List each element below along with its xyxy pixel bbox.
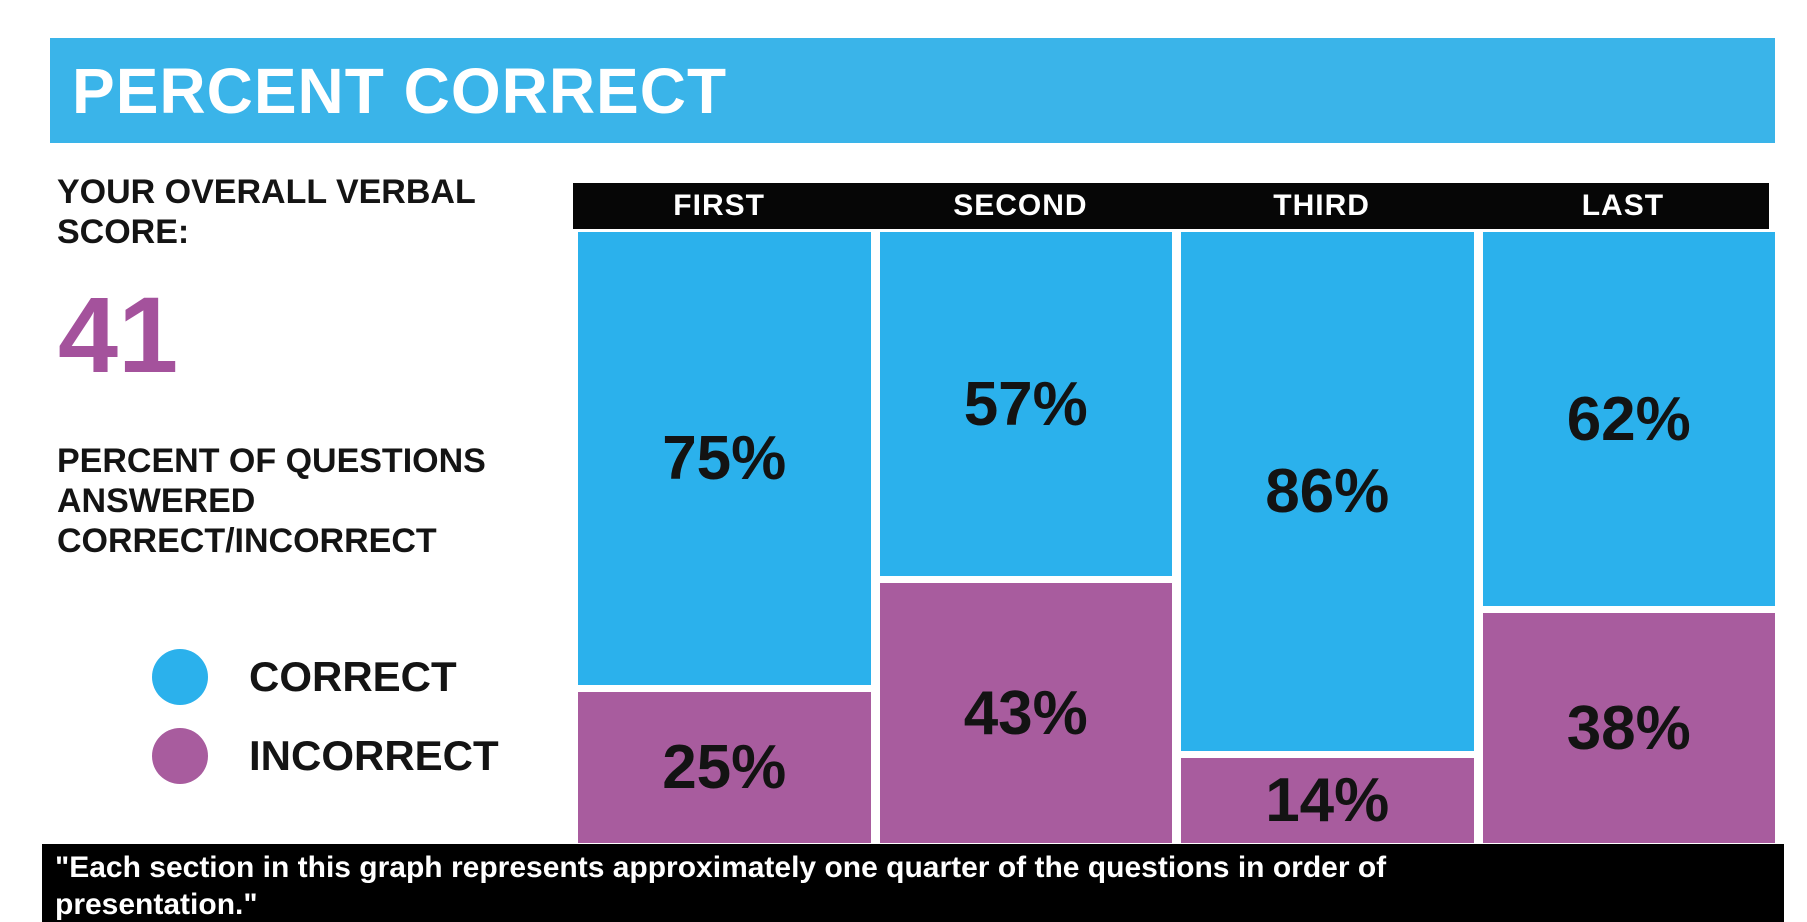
- page-title: PERCENT CORRECT: [72, 54, 728, 127]
- column-header-first: FIRST: [673, 189, 765, 222]
- segment-incorrect: 14%: [1181, 758, 1474, 843]
- footer-note-line1: "Each section in this graph represents a…: [55, 851, 1387, 884]
- bar-column-third: 86% 14%: [1181, 232, 1474, 843]
- correct-value-label: 57%: [963, 369, 1088, 439]
- correct-value-label: 75%: [662, 424, 787, 493]
- segment-correct: 75%: [578, 232, 871, 685]
- legend-item-correct: CORRECT: [152, 649, 572, 705]
- title-banner: PERCENT CORRECT: [50, 38, 1775, 143]
- legend: CORRECT INCORRECT: [152, 649, 572, 784]
- incorrect-value-label: 38%: [1566, 693, 1691, 763]
- legend-item-incorrect: INCORRECT: [152, 728, 572, 784]
- percent-questions-label: PERCENT OF QUESTIONS ANSWERED CORRECT/IN…: [57, 442, 486, 560]
- column-header-third: THIRD: [1273, 189, 1370, 222]
- incorrect-swatch-icon: [152, 728, 208, 784]
- column-header-last: LAST: [1581, 189, 1665, 222]
- segment-correct: 62%: [1482, 232, 1775, 606]
- bar-column-second: 57% 43%: [879, 232, 1172, 843]
- footer-note-line2: presentation.": [55, 888, 258, 921]
- segment-incorrect: 43%: [879, 583, 1172, 843]
- legend-label-incorrect: INCORRECT: [249, 732, 499, 779]
- bar-column-last: 62% 38%: [1482, 232, 1775, 843]
- correct-value-label: 62%: [1566, 384, 1691, 454]
- legend-label-correct: CORRECT: [249, 653, 457, 700]
- column-header-second: SECOND: [953, 189, 1088, 222]
- segment-incorrect: 38%: [1482, 613, 1775, 843]
- segment-incorrect: 25%: [578, 692, 871, 843]
- segment-correct: 57%: [879, 232, 1172, 576]
- overall-score-value: 41: [58, 274, 179, 395]
- footer-note: "Each section in this graph represents a…: [42, 844, 1784, 922]
- incorrect-value-label: 14%: [1265, 766, 1390, 835]
- chart-header-row: FIRST SECOND THIRD LAST: [573, 183, 1769, 229]
- segment-correct: 86%: [1181, 232, 1474, 751]
- incorrect-value-label: 43%: [963, 678, 1088, 748]
- chart-columns: 75% 25% 57% 43% 86% 14% 62% 38%: [578, 232, 1775, 843]
- bar-column-first: 75% 25%: [578, 232, 871, 843]
- correct-value-label: 86%: [1265, 457, 1390, 526]
- correct-swatch-icon: [152, 649, 208, 705]
- overall-score-label: YOUR OVERALL VERBAL SCORE:: [57, 173, 476, 251]
- incorrect-value-label: 25%: [662, 733, 787, 802]
